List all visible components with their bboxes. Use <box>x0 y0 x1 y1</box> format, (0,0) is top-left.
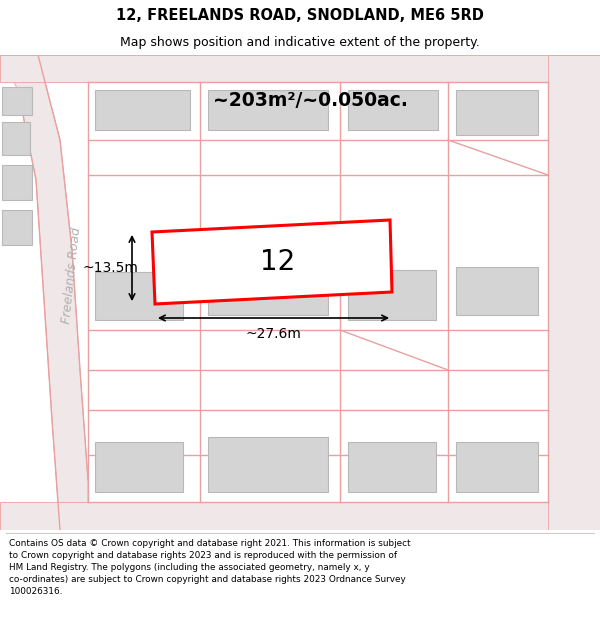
Text: 12: 12 <box>260 248 296 276</box>
Bar <box>348 442 436 492</box>
Text: 12, FREELANDS ROAD, SNODLAND, ME6 5RD: 12, FREELANDS ROAD, SNODLAND, ME6 5RD <box>116 8 484 23</box>
Text: ~203m²/~0.050ac.: ~203m²/~0.050ac. <box>212 91 407 109</box>
Bar <box>348 270 436 320</box>
Bar <box>95 272 183 320</box>
Bar <box>456 442 538 492</box>
Text: ~27.6m: ~27.6m <box>245 327 301 341</box>
Bar <box>2 87 32 115</box>
Text: ~13.5m: ~13.5m <box>82 261 138 275</box>
Bar <box>95 90 190 130</box>
Bar <box>208 260 328 315</box>
Polygon shape <box>0 502 600 530</box>
Polygon shape <box>152 220 392 304</box>
Polygon shape <box>548 55 600 530</box>
Bar <box>456 90 538 135</box>
Bar <box>2 122 30 155</box>
Bar <box>348 90 438 130</box>
Bar <box>2 165 32 200</box>
Bar <box>2 210 32 245</box>
Bar <box>208 437 328 492</box>
Text: Freelands Road: Freelands Road <box>61 226 83 324</box>
Polygon shape <box>0 55 600 82</box>
Polygon shape <box>0 55 88 530</box>
Text: Contains OS data © Crown copyright and database right 2021. This information is : Contains OS data © Crown copyright and d… <box>9 539 410 596</box>
Bar <box>456 267 538 315</box>
Bar <box>95 442 183 492</box>
Text: Map shows position and indicative extent of the property.: Map shows position and indicative extent… <box>120 36 480 49</box>
Bar <box>208 90 328 130</box>
